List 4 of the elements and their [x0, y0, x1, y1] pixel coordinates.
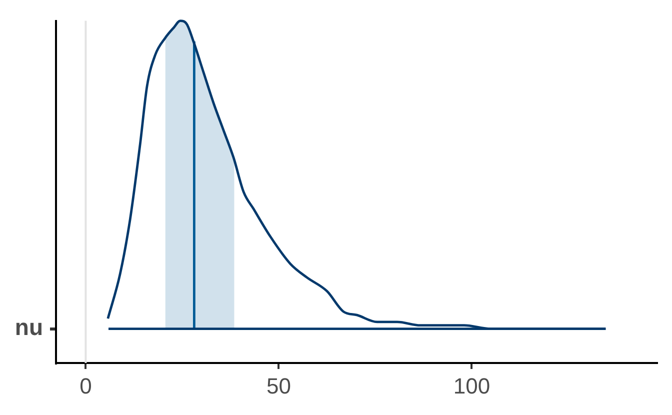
x-tick-label: 50	[266, 373, 291, 398]
text: nu	[14, 314, 43, 340]
x-tick-label: 100	[453, 373, 490, 398]
x-tick-label: 0	[80, 373, 92, 398]
